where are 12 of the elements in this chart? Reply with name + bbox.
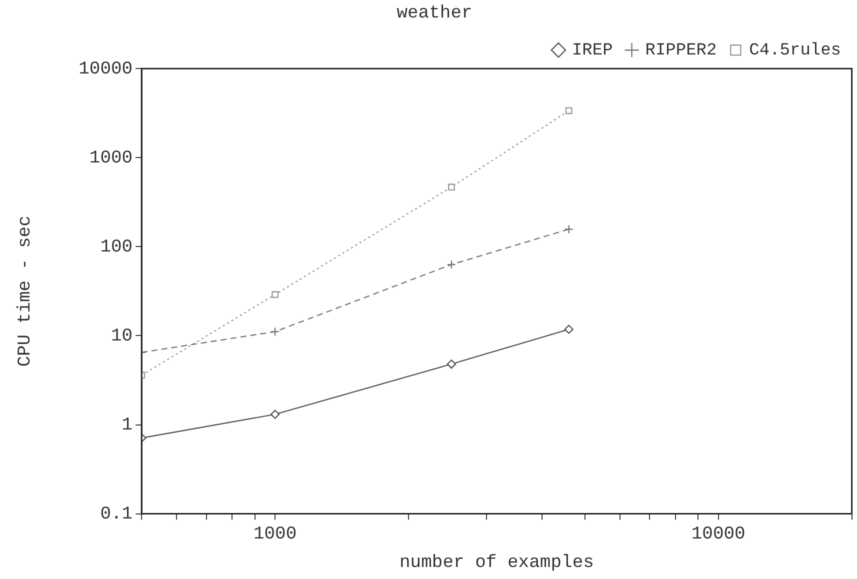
y-tick-label: 10 [111, 326, 133, 346]
x-axis-title: number of examples [399, 552, 594, 573]
y-tick-label: 100 [100, 237, 133, 258]
legend-label: C4.5rules [749, 42, 842, 61]
y-tick-label: 1000 [89, 148, 133, 168]
legend-label: IREP [572, 42, 613, 61]
y-tick-label: 10000 [78, 59, 133, 80]
legend-label: RIPPER2 [645, 42, 717, 61]
y-tick-label: 0.1 [100, 504, 133, 525]
chart-title: weather [396, 4, 472, 24]
y-tick-label: 1 [122, 416, 133, 436]
y-axis-title: CPU time - sec [16, 216, 36, 367]
